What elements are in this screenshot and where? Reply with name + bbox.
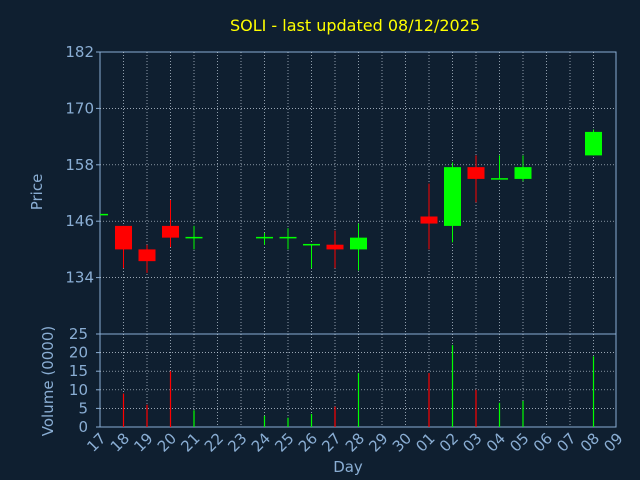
- candle-body: [279, 236, 297, 239]
- candle-body: [444, 167, 461, 226]
- candle-body: [585, 131, 602, 156]
- x-tick-label: 29: [365, 429, 391, 455]
- candle-body: [467, 167, 485, 179]
- x-tick-label: 08: [577, 429, 603, 455]
- x-tick-label: 03: [459, 429, 485, 455]
- volume-tick-label: 25: [69, 325, 88, 343]
- x-tick-label: 27: [318, 429, 344, 455]
- candle-body: [100, 213, 108, 216]
- price-tick-label: 134: [65, 269, 94, 287]
- x-tick-label: 02: [436, 429, 462, 455]
- volume-tick-label: 5: [78, 399, 88, 417]
- candle: [115, 225, 132, 269]
- x-tick-label: 09: [600, 429, 626, 455]
- candle: [467, 155, 485, 203]
- x-tick-label: 30: [389, 429, 415, 455]
- candle-body: [138, 249, 156, 262]
- candle: [185, 225, 203, 250]
- price-plot-area: [99, 51, 617, 335]
- price-tick-label: 170: [65, 99, 94, 117]
- candle-body: [162, 225, 179, 238]
- candle: [420, 183, 438, 250]
- candle: [162, 200, 179, 248]
- x-tick-label: 22: [201, 429, 227, 455]
- volume-tick-label: 15: [69, 362, 88, 380]
- x-tick-label: 07: [553, 429, 579, 455]
- volume-tick-label: 10: [69, 381, 88, 399]
- price-tick-label: 146: [65, 212, 94, 230]
- x-tick-label: 01: [412, 429, 438, 455]
- x-tick-label: 21: [177, 429, 203, 455]
- candle: [444, 162, 461, 243]
- price-tick-label: 158: [65, 156, 94, 174]
- candle: [350, 223, 367, 271]
- price-axis-label: Price: [28, 174, 46, 211]
- candle-body: [115, 225, 132, 250]
- price-tick-label: 182: [65, 43, 94, 61]
- candle: [514, 155, 532, 182]
- candle-body: [185, 236, 203, 239]
- x-tick-label: 28: [342, 429, 368, 455]
- candle: [303, 243, 320, 269]
- candle: [279, 228, 297, 250]
- chart-title: SOLI - last updated 08/12/2025: [230, 16, 480, 35]
- volume-tick-label: 0: [78, 418, 88, 436]
- volume-axis-label: Volume (0000): [39, 326, 57, 436]
- candle-body: [326, 244, 344, 250]
- candle: [256, 232, 273, 245]
- x-tick-label: 18: [107, 429, 133, 455]
- candle-body: [256, 236, 273, 239]
- x-tick-label: 26: [295, 429, 321, 455]
- candle: [585, 129, 602, 156]
- candle-body: [514, 167, 532, 179]
- volume-tick-label: 20: [69, 344, 88, 362]
- candle: [138, 244, 156, 273]
- x-tick-label: 20: [154, 429, 180, 455]
- candle-body: [420, 216, 438, 224]
- x-tick-label: 25: [271, 429, 297, 455]
- candle-body: [303, 243, 320, 246]
- x-tick-label: 06: [530, 429, 556, 455]
- candle-body: [350, 237, 367, 250]
- x-tick-label: 05: [506, 429, 532, 455]
- candle: [491, 155, 508, 180]
- candle: [100, 213, 108, 216]
- candle-body: [491, 178, 508, 180]
- x-tick-label: 24: [248, 429, 274, 455]
- x-tick-label: 19: [130, 429, 156, 455]
- x-tick-label: 04: [483, 429, 509, 455]
- candle: [326, 230, 344, 269]
- x-tick-label: 23: [224, 429, 250, 455]
- x-axis-label: Day: [333, 458, 363, 476]
